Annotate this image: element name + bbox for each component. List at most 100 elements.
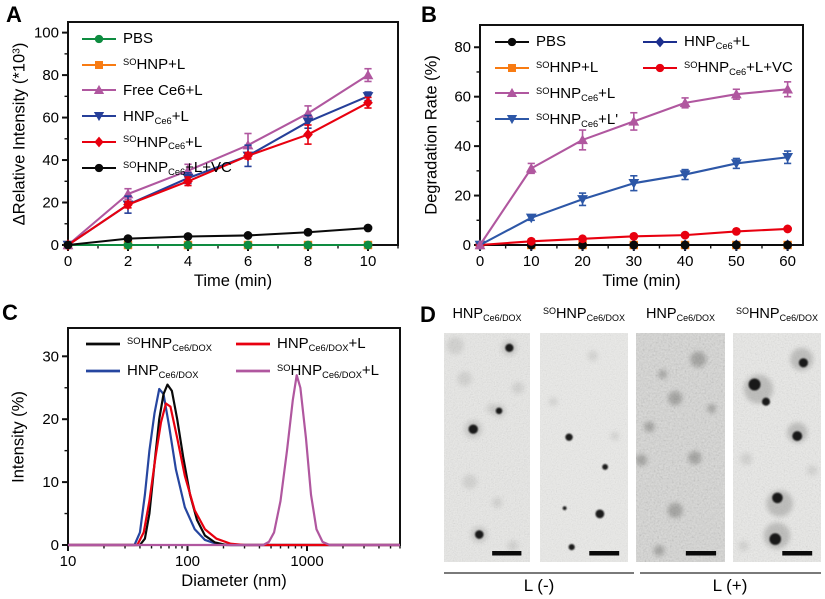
legend-item: HNPCe6+L: [641, 29, 793, 55]
tem-caption-2: SOHNPCe6/DOX: [542, 305, 626, 323]
tem-image: [540, 333, 628, 562]
y-tick-label: 30: [42, 348, 59, 365]
legend-item: SOHNP+L: [80, 52, 232, 78]
series-0: [68, 383, 400, 547]
tem-gallery: HNPCe6/DOX SOHNPCe6/DOX HNPCe6/DOX SOHNP…: [418, 300, 825, 599]
legend-item: HNPCe6/DOX: [84, 357, 212, 384]
legend-marker-icon: [495, 63, 529, 72]
group-underline-right: [640, 572, 821, 574]
x-tick-label: 0: [476, 253, 484, 270]
legend-label: SOHNP+L: [123, 56, 186, 74]
x-tick-label: 6: [244, 253, 252, 270]
tem-image: [733, 333, 821, 562]
panel-label-b: B: [421, 2, 437, 27]
legend-item: Free Ce6+L: [80, 78, 232, 104]
legend-marker-icon: [643, 36, 677, 48]
chart-c-legend: SOHNPCe6/DOX HNPCe6/DOX: [84, 330, 212, 384]
chart-b-canvas: 0 10 20 30 40 50 60 0 20 40 60 80 Time (min) Degradat…: [413, 0, 825, 295]
scale-bar: [782, 551, 813, 556]
y-tick-label: 0: [51, 237, 59, 254]
x-tick-label: 1000: [290, 553, 323, 570]
panel-a: A 0 2 4 6 8 10 0 20 40 60 80 100 Time (min) ΔRelative…: [0, 0, 412, 295]
x-tick-label: 60: [779, 253, 796, 270]
legend-marker-icon: [82, 136, 116, 148]
legend-item: SOHNPCe6+L: [493, 81, 618, 107]
legend-label: HNPCe6/DOX: [127, 362, 199, 380]
x-tick-label: 30: [625, 253, 642, 270]
legend-label: SOHNPCe6+L: [123, 133, 203, 152]
legend-item: SOHNPCe6+L+VC: [641, 55, 793, 81]
legend-label: PBS: [536, 33, 567, 51]
y-tick-label: 0: [51, 537, 59, 554]
chart-c-xlabel: Diameter (nm): [181, 572, 287, 590]
x-tick-label: 10: [360, 253, 377, 270]
y-tick-label: 100: [34, 25, 59, 42]
legend-marker-icon: [495, 115, 529, 125]
legend-item: PBS: [80, 26, 232, 52]
group-label-l-minus: L (-): [523, 576, 555, 595]
x-tick-label: 50: [728, 253, 745, 270]
legend-label: Free Ce6+L: [123, 81, 203, 99]
tem-caption-3: HNPCe6/DOX: [645, 306, 716, 323]
scale-bar: [685, 551, 717, 556]
legend-marker-icon: [82, 85, 116, 95]
legend-label: SOHNPCe6+L+VC: [123, 159, 232, 178]
y-tick-label: 10: [42, 474, 59, 491]
tem-caption-4: SOHNPCe6/DOX: [735, 305, 819, 323]
panel-label-c: C: [2, 300, 18, 325]
y-tick-label: 0: [463, 237, 471, 254]
legend-item: SOHNP+L: [493, 55, 618, 81]
legend-item: SOHNPCe6/DOX+L: [234, 357, 379, 384]
chart-b-legend: PBS SOHNP+L SOHNPCe6+L SOHNPCe6+L': [493, 29, 618, 132]
y-tick-label: 80: [42, 67, 59, 84]
y-tick-label: 20: [42, 195, 59, 212]
legend-marker-icon: [236, 369, 270, 372]
chart-a-canvas: 0 2 4 6 8 10 0 20 40 60 80 100 Time (min) ΔRelative I…: [0, 0, 412, 295]
x-tick-label: 2: [124, 253, 132, 270]
chart-a-ylabel: ΔRelative Intensity (*103): [10, 42, 29, 225]
legend-marker-icon: [495, 88, 529, 98]
x-tick-label: 20: [574, 253, 591, 270]
y-tick-label: 40: [454, 138, 471, 155]
panel-label-a: A: [6, 2, 22, 27]
legend-marker-icon: [495, 37, 529, 47]
legend-label: HNPCe6+L: [684, 33, 750, 52]
y-tick-label: 20: [42, 411, 59, 428]
x-tick-label: 10: [523, 253, 540, 270]
legend-item: SOHNPCe6+L': [493, 106, 618, 132]
chart-b-svg: 0 10 20 30 40 50 60 0 20 40 60 80: [454, 24, 804, 270]
x-tick-label: 10: [60, 553, 77, 570]
tem-caption-1: HNPCe6/DOX: [452, 306, 522, 323]
panel-d: D HNPCe6/DOX SOHNPCe6/DOX HNPCe6/DOX SOH…: [418, 300, 825, 599]
x-tick-label: 0: [64, 253, 72, 270]
series-3: [474, 150, 794, 251]
series-5: [63, 223, 373, 250]
scale-bar: [589, 551, 620, 556]
legend-item: HNPCe6/DOX+L: [234, 330, 379, 357]
legend-marker-icon: [82, 163, 116, 173]
x-tick-label: 100: [175, 553, 200, 570]
legend-label: SOHNPCe6+L': [536, 110, 619, 129]
legend-label: SOHNPCe6+L+VC: [684, 59, 793, 77]
legend-marker-icon: [643, 63, 677, 72]
y-tick-label: 40: [42, 152, 59, 169]
legend-label: SOHNPCe6/DOX: [127, 335, 212, 353]
tem-image: [636, 333, 725, 562]
series-1: [68, 387, 400, 547]
chart-a-legend: PBS SOHNP+L Free Ce6+L HNPCe6+L SOHNPCe6+L SO…: [80, 26, 232, 181]
legend-item: SOHNPCe6+L: [80, 129, 232, 155]
legend-marker-icon: [82, 60, 116, 69]
legend-marker-icon: [86, 369, 120, 372]
group-label-l-plus: L (+): [712, 576, 748, 595]
x-tick-label: 40: [677, 253, 694, 270]
panel-c: C 10 100 1000 0 10 20 30 Diameter (nm) Intensity…: [0, 296, 412, 599]
y-tick-label: 60: [42, 110, 59, 127]
panel-b: B 0 10 20 30 40 50 60 0 20 40 60 80 Time (min) Degrad…: [413, 0, 825, 295]
legend-item: SOHNPCe6+L+VC: [80, 155, 232, 181]
legend-marker-icon: [236, 342, 270, 345]
legend-label: HNPCe6/DOX+L: [277, 335, 366, 353]
chart-a-xlabel: Time (min): [193, 272, 273, 290]
chart-c-legend: HNPCe6/DOX+L SOHNPCe6/DOX+L: [234, 330, 379, 384]
legend-item: SOHNPCe6/DOX: [84, 330, 212, 357]
